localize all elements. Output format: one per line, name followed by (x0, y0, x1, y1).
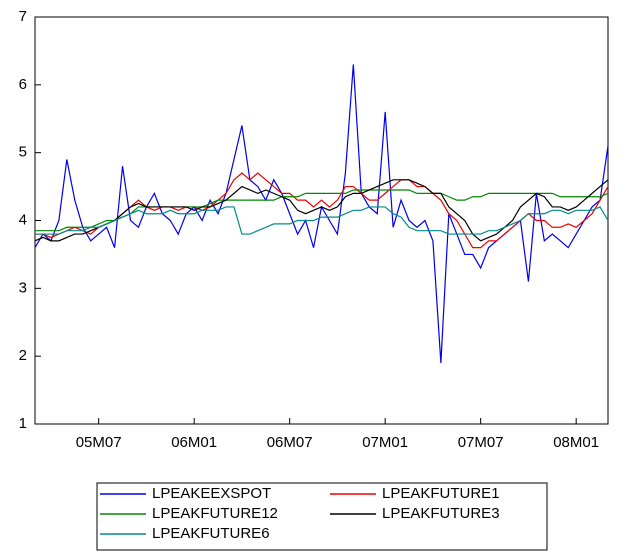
legend-label: LPEAKEEXSPOT (152, 485, 271, 502)
legend-label: LPEAKFUTURE3 (382, 505, 500, 522)
y-tick-label: 3 (19, 279, 27, 296)
legend-label: LPEAKFUTURE6 (152, 525, 270, 542)
x-tick-label: 06M07 (267, 434, 313, 451)
legend-label: LPEAKFUTURE12 (152, 505, 278, 522)
y-tick-label: 1 (19, 415, 27, 432)
x-tick-label: 08M01 (553, 434, 599, 451)
series-line (35, 189, 609, 232)
y-tick-label: 4 (19, 211, 27, 228)
plot-frame (34, 16, 609, 425)
legend-label: LPEAKFUTURE1 (382, 485, 500, 502)
y-tick-label: 2 (19, 347, 27, 364)
series-line (34, 179, 609, 242)
y-tick-label: 5 (19, 144, 27, 161)
x-tick-label: 07M07 (458, 434, 504, 451)
x-tick-label: 06M01 (171, 434, 217, 451)
y-tick-label: 7 (19, 8, 27, 25)
y-tick-label: 6 (19, 76, 27, 93)
series-line (35, 206, 609, 235)
x-tick-label: 05M07 (76, 434, 122, 451)
x-tick-label: 07M01 (362, 434, 408, 451)
legend-box (96, 482, 548, 551)
series-line (34, 64, 609, 363)
